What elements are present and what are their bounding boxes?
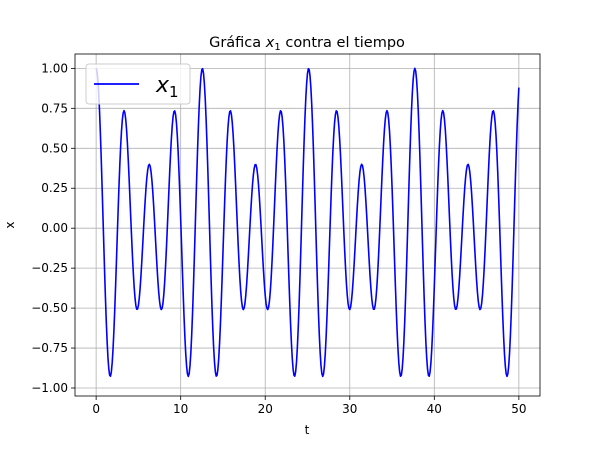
y-tick-label: 0.50 [41, 141, 68, 155]
y-tick-label: −0.25 [31, 261, 68, 275]
series-line [95, 67, 520, 378]
x-tick-label: 10 [173, 402, 188, 416]
x-tick-label: 50 [511, 402, 526, 416]
series-layer [95, 67, 520, 378]
legend-label: x1 [155, 73, 179, 101]
legend-label-variable: x [155, 73, 170, 98]
x-ticks: 0 10 20 30 40 50 [92, 396, 527, 416]
x-tick-label: 40 [427, 402, 442, 416]
title-subscript: 1 [274, 42, 280, 53]
chart-title: Gráfica x1 contra el tiempo [209, 35, 405, 53]
y-tick-label: 1.00 [41, 61, 68, 75]
title-variable: x [265, 35, 275, 51]
x-tick-label: 30 [342, 402, 357, 416]
title-prefix: Gráfica [209, 35, 266, 51]
axes-frame [74, 53, 541, 397]
y-tick-label: −0.50 [31, 301, 68, 315]
y-tick-label: −0.75 [31, 341, 68, 355]
x-axis-label: t [305, 423, 310, 437]
legend: x1 [85, 63, 191, 105]
x-tick-label: 20 [258, 402, 273, 416]
y-ticks: −1.00 −0.75 −0.50 −0.25 0.00 0.25 0.50 0.75 1.00 [31, 61, 75, 395]
y-axis-label: x [3, 221, 17, 228]
legend-label-subscript: 1 [169, 83, 179, 101]
title-suffix: contra el tiempo [281, 35, 405, 51]
y-tick-label: −1.00 [31, 381, 68, 395]
x-tick-label: 0 [92, 402, 100, 416]
y-tick-label: 0.75 [41, 101, 68, 115]
y-tick-label: 0.25 [41, 181, 68, 195]
y-tick-label: 0.00 [41, 221, 68, 235]
